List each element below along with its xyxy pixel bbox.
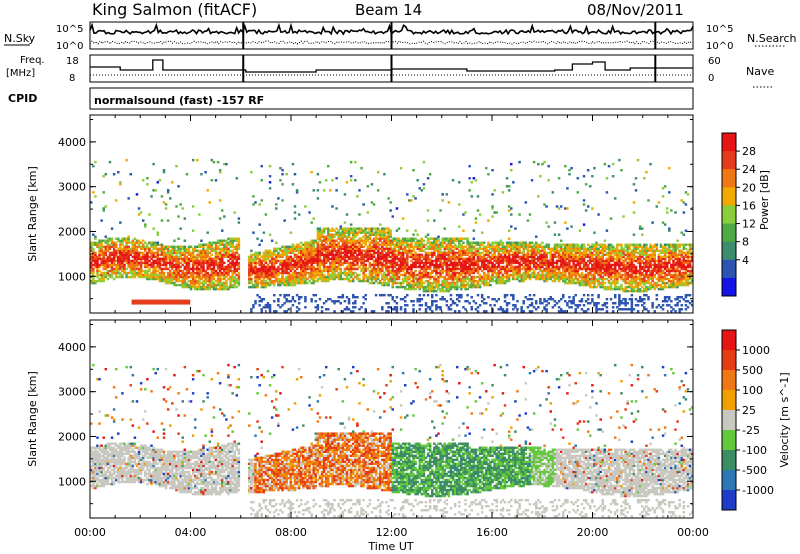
- freq-tick-bottom: 8: [69, 73, 75, 84]
- x-tick-label: 12:00: [376, 526, 408, 539]
- colorbar-tick-label: 500: [742, 364, 763, 377]
- colorbar-swatch: [722, 241, 736, 261]
- counts-tick-left-bottom: 10^0: [56, 41, 83, 52]
- y-tick-label: 1000: [58, 475, 86, 488]
- colorbar-swatch: [722, 277, 736, 297]
- velocity-colorbar: 1000 500 100 25 -25 -100 -500 -1000: [721, 329, 774, 511]
- freq-tick-top: 18: [66, 56, 79, 67]
- counts-tick-right-top: 10^5: [706, 24, 733, 35]
- cpid-frame: [89, 87, 694, 110]
- colorbar-tick-label: 1000: [742, 344, 770, 357]
- x-tick-label: 00:00: [74, 526, 106, 539]
- velocity-panel: 1000 2000 3000 4000 Slant Range [km] 1000 50…: [26, 319, 791, 519]
- nsearch-trace: [89, 40, 694, 45]
- power-cells: [90, 158, 694, 313]
- freq-label-1: Freq.: [20, 55, 45, 66]
- nave-label: Nave: [746, 65, 774, 78]
- colorbar-swatch: [722, 450, 736, 471]
- colorbar-swatch: [722, 430, 736, 451]
- colorbar-swatch: [722, 370, 736, 391]
- colorbar-swatch: [722, 330, 736, 351]
- colorbar-swatch: [722, 151, 736, 170]
- colorbar-tick-label: 100: [742, 384, 763, 397]
- colorbar-swatch: [722, 205, 736, 225]
- colorbar-tick-label: 24: [742, 163, 756, 176]
- colorbar-swatch: [722, 390, 736, 411]
- colorbar-swatch: [722, 223, 736, 243]
- station-title: King Salmon (fitACF): [92, 0, 257, 19]
- x-tick-label: 08:00: [275, 526, 307, 539]
- velocity-ylabel: Slant Range [km]: [26, 371, 39, 467]
- x-tick-label: 16:00: [476, 526, 508, 539]
- x-axis: 00:00 04:00 08:00 12:00 16:00 20:00 00:00: [74, 526, 709, 539]
- freq-label-2: [MHz]: [6, 68, 35, 79]
- power-colorbar: 28 24 20 16 12 8 4: [721, 132, 756, 297]
- colorbar-tick-label: -100: [742, 444, 767, 457]
- colorbar-swatch: [722, 187, 736, 206]
- colorbar-tick-label: -500: [742, 464, 767, 477]
- nave-tick-top: 60: [708, 56, 721, 67]
- y-tick-label: 4000: [58, 136, 86, 149]
- colorbar-tick-label: 4: [742, 254, 749, 267]
- colorbar-tick-label: -25: [742, 424, 760, 437]
- y-tick-label: 1000: [58, 270, 86, 283]
- x-tick-label: 00:00: [677, 526, 709, 539]
- y-tick-label: 3000: [58, 181, 86, 194]
- colorbar-swatch: [722, 410, 736, 431]
- colorbar-tick-label: 28: [742, 145, 756, 158]
- colorbar-swatch: [722, 490, 736, 511]
- counts-tick-right-bottom: 10^0: [706, 41, 733, 52]
- cpid-panel: CPID normalsound (fast) -157 RF: [8, 87, 694, 110]
- colorbar-tick-label: -1000: [742, 484, 774, 497]
- x-axis-label: Time UT: [367, 540, 413, 553]
- colorbar-swatch: [722, 470, 736, 491]
- colorbar-tick-label: 25: [742, 404, 756, 417]
- colorbar-swatch: [722, 350, 736, 371]
- colorbar-swatch: [722, 133, 736, 152]
- velocity-cbar-label: Velocity [m s^-1]: [778, 372, 791, 467]
- colorbar-swatch: [722, 259, 736, 279]
- beam-title: Beam 14: [355, 1, 422, 19]
- colorbar-swatch: [722, 169, 736, 188]
- nsearch-label: N.Search: [747, 32, 797, 45]
- colorbar-tick-label: 12: [742, 218, 756, 231]
- counts-panel: N.Sky N.Search 10^5 10^0 10^5 10^0: [4, 21, 797, 52]
- power-ylabel: Slant Range [km]: [26, 166, 39, 262]
- cpid-label: CPID: [8, 92, 37, 105]
- colorbar-tick-label: 20: [742, 181, 756, 194]
- nave-tick-bottom: 0: [708, 73, 714, 84]
- cpid-text: normalsound (fast) -157 RF: [94, 94, 264, 107]
- x-tick-label: 04:00: [175, 526, 207, 539]
- freq-trace: [90, 59, 693, 73]
- counts-tick-left-top: 10^5: [56, 24, 83, 35]
- power-panel: 1000 2000 3000 4000 Slant Range [km] 28 24 20…: [26, 114, 771, 314]
- x-tick-label: 20:00: [577, 526, 609, 539]
- power-cbar-label: Power [dB]: [758, 170, 771, 230]
- colorbar-tick-label: 16: [742, 199, 756, 212]
- y-tick-label: 3000: [58, 386, 86, 399]
- y-tick-label: 2000: [58, 225, 86, 238]
- y-tick-label: 2000: [58, 430, 86, 443]
- freq-panel: Freq. [MHz] 18 8 60 0 Nave: [6, 54, 774, 88]
- date-title: 08/Nov/2011: [587, 1, 684, 19]
- y-tick-label: 4000: [58, 341, 86, 354]
- nsky-label: N.Sky: [4, 32, 36, 45]
- colorbar-tick-label: 8: [742, 236, 749, 249]
- velocity-cells: [90, 363, 694, 518]
